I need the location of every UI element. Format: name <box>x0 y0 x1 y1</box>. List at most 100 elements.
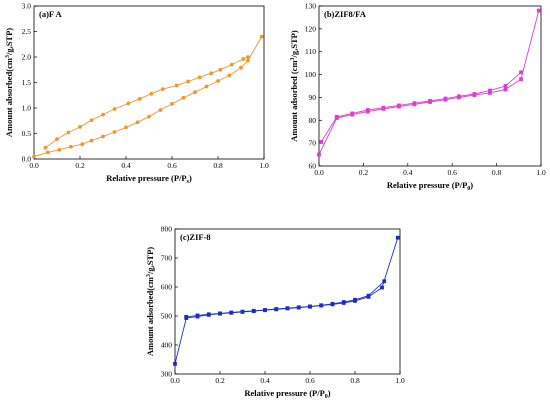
x-axis-label-sub: s <box>187 179 190 185</box>
y-tick-label: 120 <box>305 24 317 33</box>
data-point <box>57 147 62 152</box>
series-line-adsorption <box>33 36 263 157</box>
plot-title: (b)ZIF8/FA <box>324 9 367 19</box>
y-tick-label: 80 <box>309 116 317 125</box>
data-point <box>334 114 339 119</box>
y-axis-label-sup: 3 <box>146 274 152 277</box>
series-line-desorption <box>45 56 249 149</box>
data-point <box>319 303 324 308</box>
data-point <box>101 134 105 139</box>
data-point <box>32 154 36 159</box>
data-point <box>43 145 48 150</box>
data-point <box>240 309 245 314</box>
data-point <box>382 279 387 284</box>
data-point <box>380 285 384 290</box>
x-axis-label-sub: 0 <box>325 394 328 400</box>
data-point <box>135 120 140 125</box>
data-point <box>206 312 211 317</box>
data-point <box>218 311 222 316</box>
x-axis-label-main: Relative pressure (P/P <box>244 388 324 398</box>
x-axis-label: Relative pressure (P/P0) <box>387 180 473 192</box>
y-tick-label: 110 <box>305 47 316 56</box>
data-point <box>137 96 142 101</box>
data-point <box>112 130 117 134</box>
y-axis-label-pre: Amount adsorbed(cm <box>145 277 155 356</box>
y-tick-label: 70 <box>309 139 317 148</box>
y-tick-label: 0.5 <box>22 129 32 138</box>
y-tick-label: 500 <box>161 312 173 321</box>
x-tick-label: 0.2 <box>75 161 85 170</box>
x-tick-label: 0.2 <box>359 168 369 177</box>
data-point <box>503 84 508 88</box>
y-tick-label: 300 <box>161 370 173 379</box>
data-point <box>181 95 186 100</box>
data-point <box>158 108 163 112</box>
y-tick-label: 1.5 <box>22 78 32 87</box>
y-tick-label: 600 <box>161 283 173 292</box>
y-axis-label: Amount adsorbed (cm3/g,STP) <box>289 30 299 142</box>
plot-zif8fa: 0.0 0.2 0.4 0.6 0.8 1.0 60 70 80 90 100 110 120 130 (b… <box>289 2 546 193</box>
series-line-adsorption <box>318 10 540 155</box>
y-tick-label: 90 <box>309 93 317 102</box>
plot-fa: 0.0 0.2 0.4 0.6 0.8 1.0 0.0 0.5 1.0 1.5 2.0 2.5 3.0 (… <box>4 2 269 186</box>
data-point <box>112 107 117 111</box>
y-axis-label: Amount adsorbed(cm3/g,STP) <box>145 247 155 356</box>
y-axis-label-pre: Amount adsorbed (cm <box>289 60 299 141</box>
x-tick-label: 0.8 <box>492 168 502 177</box>
x-axis-label-sub: 0 <box>467 186 470 192</box>
plot-title: (a)F A <box>39 9 62 19</box>
data-point <box>124 125 128 130</box>
x-axis-label-end: ) <box>189 173 192 183</box>
data-point <box>263 308 267 312</box>
data-point <box>193 90 197 95</box>
data-point <box>353 297 357 302</box>
data-point <box>365 108 370 112</box>
plot-title: (c)ZIF-8 <box>180 232 211 242</box>
data-point <box>519 77 523 82</box>
x-axis-label-main: Relative pressure (P/P <box>387 180 467 190</box>
data-point <box>366 293 371 298</box>
data-point <box>229 310 234 315</box>
data-point <box>229 62 234 67</box>
data-point <box>308 304 312 309</box>
x-tick-label: 0.8 <box>350 376 360 385</box>
data-point <box>186 79 191 84</box>
plot-frame <box>318 5 542 167</box>
data-point <box>397 103 401 108</box>
data-point <box>78 124 82 129</box>
y-tick-label: 400 <box>161 341 173 350</box>
data-point <box>285 306 290 311</box>
x-tick-label: 0.6 <box>448 168 458 177</box>
y-axis-label-post: /g,STP) <box>4 28 14 56</box>
data-point <box>216 79 220 83</box>
x-tick-label: 0.6 <box>167 161 177 170</box>
data-point <box>488 88 492 93</box>
x-tick-label: 1.0 <box>536 168 546 177</box>
y-tick-label: 800 <box>161 225 173 234</box>
data-point <box>456 94 461 99</box>
data-point <box>160 87 165 92</box>
data-point <box>319 140 324 144</box>
x-tick-label: 0.6 <box>305 376 315 385</box>
plot-zif8: 0.0 0.2 0.4 0.6 0.8 1.0 300 400 500 600 700 800 (c)Z… <box>145 225 405 401</box>
data-point <box>55 137 59 142</box>
y-tick-label: 0.0 <box>22 155 32 164</box>
data-point <box>204 84 209 89</box>
x-tick-label: 0.8 <box>213 161 223 170</box>
data-point <box>488 90 492 95</box>
data-point <box>174 83 179 88</box>
data-point <box>239 65 243 70</box>
data-point <box>381 105 386 110</box>
data-point <box>66 130 71 135</box>
data-point <box>251 308 256 313</box>
data-point <box>197 75 202 80</box>
data-point <box>45 150 50 155</box>
data-point <box>246 55 250 59</box>
data-point <box>350 111 355 116</box>
data-point <box>184 314 189 319</box>
y-tick-label: 3.0 <box>22 2 32 11</box>
y-tick-label: 100 <box>305 70 317 79</box>
y-tick-label: 2.0 <box>22 53 32 62</box>
x-axis-label: Relative pressure (P/P0) <box>244 388 330 400</box>
